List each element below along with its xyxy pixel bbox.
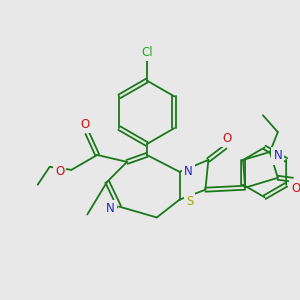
- Text: N: N: [273, 149, 282, 163]
- Text: O: O: [81, 118, 90, 131]
- Text: O: O: [223, 132, 232, 145]
- Text: S: S: [186, 195, 193, 208]
- Text: O: O: [55, 165, 64, 178]
- Text: Cl: Cl: [141, 46, 153, 59]
- Text: N: N: [184, 165, 193, 178]
- Text: O: O: [291, 182, 300, 195]
- Text: N: N: [106, 202, 115, 215]
